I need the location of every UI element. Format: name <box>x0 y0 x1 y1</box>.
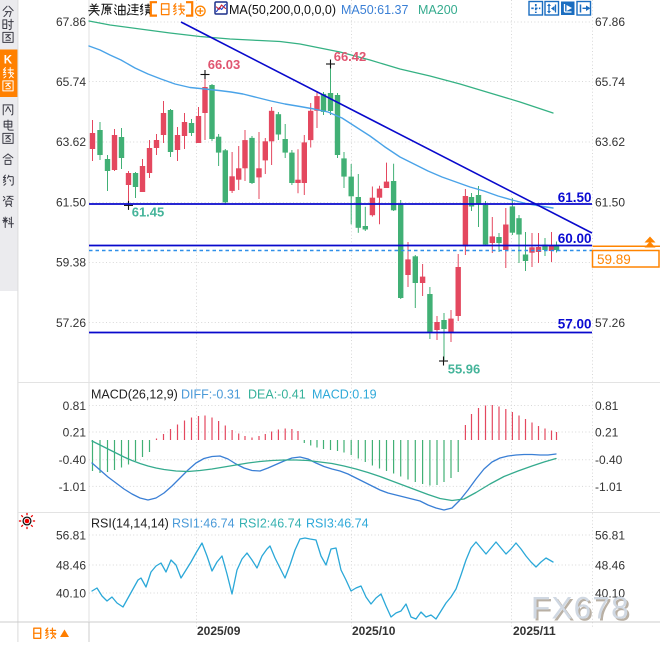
svg-text:-0.40: -0.40 <box>59 453 87 467</box>
svg-text:MA200: MA200 <box>418 3 458 17</box>
svg-text:48.46: 48.46 <box>595 558 625 572</box>
svg-text:65.74: 65.74 <box>595 75 625 89</box>
svg-text:61.50: 61.50 <box>558 190 592 205</box>
svg-text:55.96: 55.96 <box>448 362 481 377</box>
svg-text:0.81: 0.81 <box>63 399 87 413</box>
svg-text:57.26: 57.26 <box>56 316 86 330</box>
svg-text:DEA:-0.41: DEA:-0.41 <box>248 388 306 402</box>
svg-text:0.81: 0.81 <box>595 399 619 413</box>
svg-text:61.45: 61.45 <box>132 205 165 220</box>
svg-text:63.62: 63.62 <box>56 135 86 149</box>
svg-text:66.42: 66.42 <box>334 49 367 64</box>
svg-text:RSI(14,14,14): RSI(14,14,14) <box>91 517 169 531</box>
svg-text:-1.01: -1.01 <box>595 480 623 494</box>
svg-text:RSI2:46.74: RSI2:46.74 <box>239 517 302 531</box>
svg-text:RSI3:46.74: RSI3:46.74 <box>306 517 369 531</box>
svg-text:61.50: 61.50 <box>595 195 625 209</box>
svg-text:48.46: 48.46 <box>56 558 86 572</box>
svg-text:0.21: 0.21 <box>595 425 619 439</box>
svg-text:MA50:61.37: MA50:61.37 <box>341 3 408 17</box>
svg-text:2025/11: 2025/11 <box>513 624 556 638</box>
svg-text:67.86: 67.86 <box>595 15 625 29</box>
svg-text:MACD(26,12,9): MACD(26,12,9) <box>91 388 178 402</box>
svg-text:57.26: 57.26 <box>595 316 625 330</box>
svg-text:FX678: FX678 <box>531 590 630 626</box>
svg-text:67.86: 67.86 <box>56 15 86 29</box>
svg-text:65.74: 65.74 <box>56 75 86 89</box>
svg-text:2025/09: 2025/09 <box>197 624 241 638</box>
svg-text:DIFF:-0.31: DIFF:-0.31 <box>181 388 241 402</box>
svg-text:66.03: 66.03 <box>208 57 241 72</box>
svg-text:2025/10: 2025/10 <box>352 624 396 638</box>
svg-text:57.00: 57.00 <box>558 317 592 332</box>
svg-text:61.50: 61.50 <box>56 195 86 209</box>
svg-text:59.38: 59.38 <box>56 256 86 270</box>
svg-text:40.10: 40.10 <box>595 586 625 600</box>
svg-text:0.21: 0.21 <box>63 425 87 439</box>
svg-text:MACD:0.19: MACD:0.19 <box>312 388 377 402</box>
svg-text:59.89: 59.89 <box>597 252 631 267</box>
svg-text:MA(50,200,0,0,0,0): MA(50,200,0,0,0,0) <box>229 3 336 17</box>
svg-text:63.62: 63.62 <box>595 135 625 149</box>
svg-text:56.81: 56.81 <box>56 528 86 542</box>
svg-text:FX678: FX678 <box>533 592 632 628</box>
svg-text:RSI1:46.74: RSI1:46.74 <box>172 517 235 531</box>
svg-text:40.10: 40.10 <box>56 586 86 600</box>
svg-text:-0.40: -0.40 <box>595 453 623 467</box>
svg-text:K: K <box>4 55 13 67</box>
svg-text:-1.01: -1.01 <box>59 480 87 494</box>
svg-text:56.81: 56.81 <box>595 528 625 542</box>
svg-text:60.00: 60.00 <box>558 231 592 246</box>
